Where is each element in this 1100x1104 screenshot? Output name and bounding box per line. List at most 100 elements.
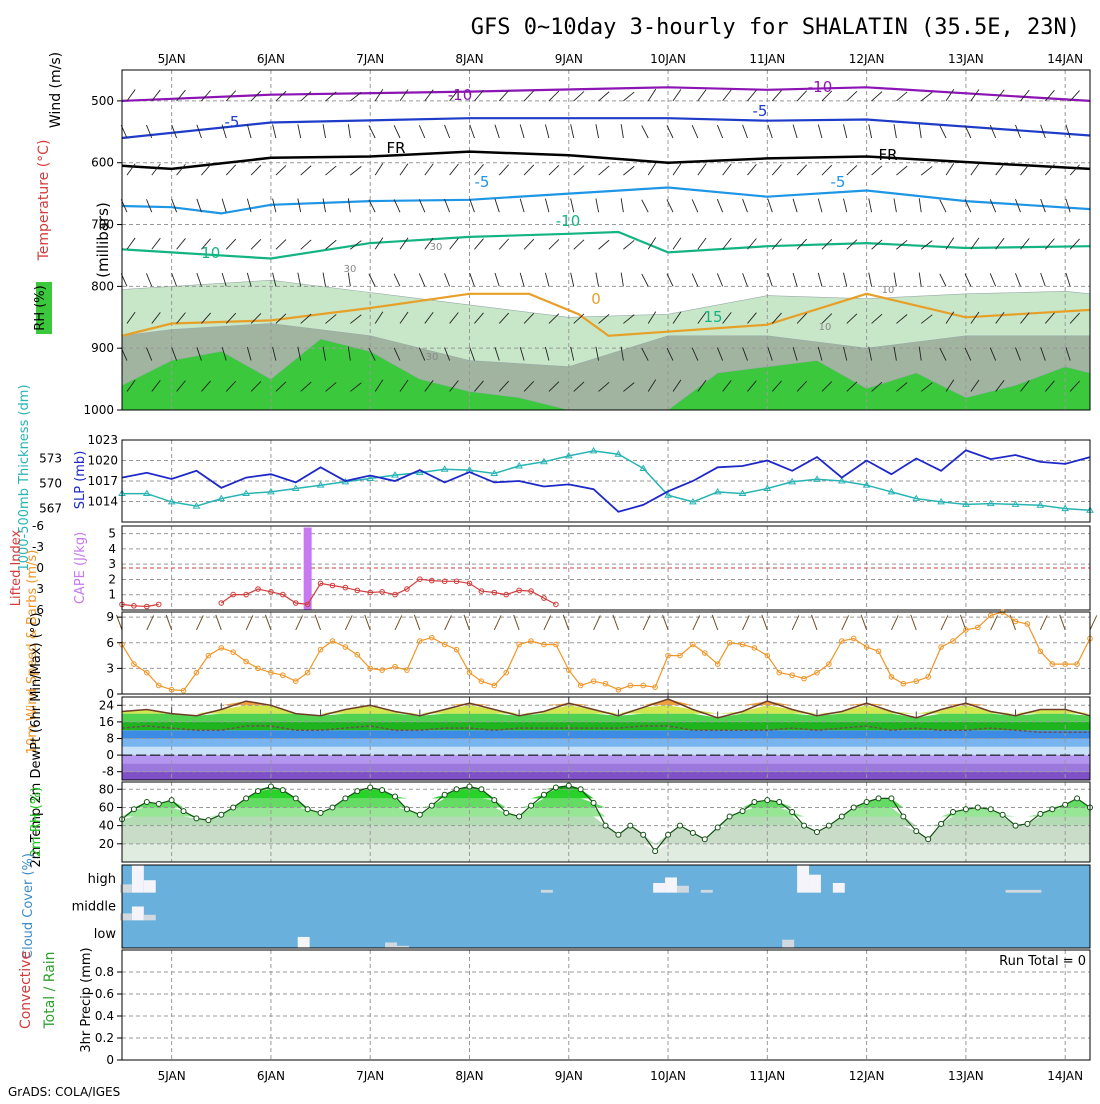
wind-barb [868, 124, 873, 139]
wind-speed-point [789, 672, 795, 679]
wind-barb [939, 125, 947, 139]
rh-point [279, 787, 286, 794]
thickness-point [267, 487, 275, 495]
wind-barb [1020, 380, 1030, 392]
wind-barb [570, 198, 575, 213]
wind-barb [393, 347, 401, 361]
wind-barb [350, 166, 362, 176]
contour-label: 30 [344, 264, 357, 275]
temperature-axis-label: Temperature (°C) [36, 140, 52, 262]
wind-speed-point [230, 649, 236, 655]
pressure-tick-label: 500 [91, 94, 114, 108]
rh-point [304, 806, 311, 813]
wind-barb [821, 239, 833, 250]
wind-barb [171, 198, 178, 213]
contour-label: 30 [430, 242, 443, 253]
wind-barb [995, 89, 1005, 102]
wind-barb-10m [444, 615, 452, 631]
temp-tick-label: -8 [102, 765, 114, 779]
wind-barb [697, 163, 707, 176]
rh-point [776, 799, 783, 805]
wind-barb [771, 380, 782, 392]
lifted-tick-label: 6 [36, 603, 44, 617]
pressure-tick-label: 1000 [83, 403, 114, 417]
x-tick-label: 12JAN [849, 52, 885, 66]
wind-barb [469, 273, 475, 287]
contour-label: FR [386, 139, 405, 157]
wind-barb [647, 88, 657, 102]
wind-barb [1044, 89, 1055, 102]
wind-barb [325, 382, 337, 392]
rh-point [379, 787, 386, 794]
rh-frame [121, 781, 1091, 863]
slp-axis-label: SLP (mb) [73, 451, 88, 510]
rh-point [367, 784, 374, 791]
rh-point [392, 793, 399, 800]
wind-barb [871, 91, 883, 102]
wind-barb [995, 237, 1005, 250]
wind-speed-point [516, 641, 522, 648]
rh-point [453, 786, 460, 793]
wind-speed-point [739, 641, 746, 648]
wind-barb [598, 381, 610, 392]
thickness-point [986, 499, 995, 507]
wind-barb [322, 272, 326, 287]
wind-barb [548, 90, 560, 102]
wind-barb [350, 240, 362, 250]
wind-barb [747, 89, 757, 102]
wind-barb [449, 89, 459, 102]
wind-barb [418, 124, 426, 139]
wind-barb [896, 382, 908, 392]
wind-barb [275, 90, 287, 102]
wind-barb [1020, 89, 1030, 102]
contour-label: FR [878, 146, 897, 164]
wind-speed-point [466, 669, 473, 676]
wind-barb [498, 90, 509, 102]
wind-barb [647, 379, 657, 392]
lifted-index-point [478, 588, 485, 594]
rh-point [1037, 810, 1044, 817]
x-tick-label: 9JAN [555, 1069, 583, 1083]
wind-barb [821, 313, 833, 324]
wind-barb [523, 90, 535, 102]
wind-barb [918, 124, 922, 139]
wind-barb [920, 382, 933, 392]
wind-barb [691, 199, 699, 213]
wind-barb [796, 164, 808, 176]
temp-axis-label: 2m Temp 2m DewPt (6hr Min/Max) (°C) [29, 613, 44, 868]
wind-speed-point [826, 661, 832, 667]
wind-barb [846, 165, 858, 176]
wind-barb [623, 91, 635, 102]
wind-barb [722, 380, 732, 392]
wind-barb [146, 199, 153, 213]
wind-barb [297, 346, 302, 361]
wind-barb [573, 239, 585, 250]
wind-speed-point [292, 678, 299, 684]
rh-point [825, 822, 832, 829]
thickness-point [192, 502, 201, 509]
wind-barb [393, 199, 401, 213]
wind-barb [620, 272, 624, 287]
cloud-block [131, 865, 144, 893]
wind-barb [171, 273, 178, 287]
thickness-point [391, 471, 399, 478]
wind-barb [970, 379, 980, 392]
lifted-index-point [255, 586, 261, 592]
wind-barb-10m [513, 614, 520, 631]
wind-barb [767, 347, 773, 361]
wind-barb [666, 125, 674, 139]
wind-barb [474, 312, 484, 324]
thickness-point [564, 451, 573, 459]
wind-barb [469, 124, 475, 139]
temp-band [122, 713, 1090, 722]
rh-point [665, 831, 672, 838]
contour-label: -5 [475, 173, 490, 191]
rh-point [615, 831, 622, 838]
cape-axis-label: CAPE (J/kg) [73, 532, 88, 604]
thickness-point [242, 489, 250, 497]
wind-barb [742, 198, 748, 213]
thickness-point [589, 446, 598, 454]
thickness-point [937, 497, 945, 505]
wind-barb [666, 347, 674, 361]
wind-speed-point [131, 661, 137, 667]
